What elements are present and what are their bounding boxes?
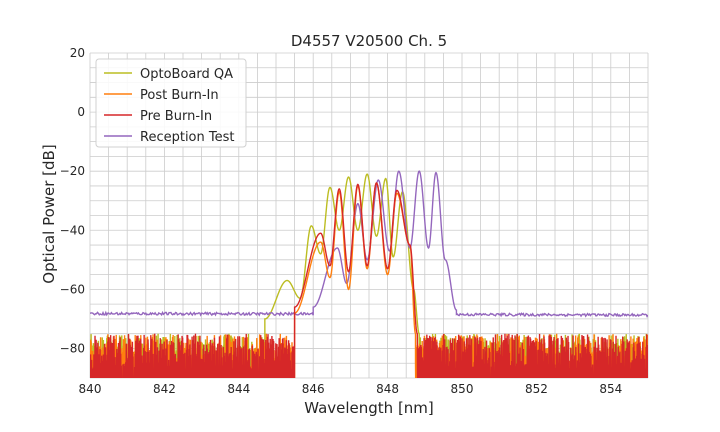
y-tick-label: −80 [60,341,85,355]
y-tick-label: 0 [77,105,85,119]
legend-label: Reception Test [140,130,234,145]
x-tick-label: 842 [153,382,176,396]
series-layer [90,170,648,378]
x-tick-label: 840 [79,382,102,396]
y-tick-label: −40 [60,223,85,237]
legend-label: OptoBoard QA [140,67,233,82]
y-axis-label: Optical Power [dB] [40,144,58,283]
legend: OptoBoard QA Post Burn-In Pre Burn-In Recep… [95,58,247,148]
legend-box [95,58,247,148]
x-tick-label: 852 [525,382,548,396]
series-line-2 [90,182,648,378]
y-tick-label: −20 [60,164,85,178]
y-tick-label: 20 [70,46,85,60]
x-tick-labels: 840 842 844 846 848 850 852 854 [79,382,623,396]
series-line-3 [90,170,648,318]
x-tick-label: 846 [302,382,325,396]
x-tick-label: 844 [227,382,250,396]
chart-title: D4557 V20500 Ch. 5 [291,32,447,50]
x-tick-label: 850 [451,382,474,396]
legend-label: Pre Burn-In [140,109,212,124]
y-tick-label: −60 [60,282,85,296]
y-tick-labels: 20 0 −20 −40 −60 −80 [60,46,85,355]
legend-label: Post Burn-In [140,88,219,103]
x-axis-label: Wavelength [nm] [304,399,434,417]
x-tick-label: 854 [599,382,622,396]
x-tick-label: 848 [376,382,399,396]
